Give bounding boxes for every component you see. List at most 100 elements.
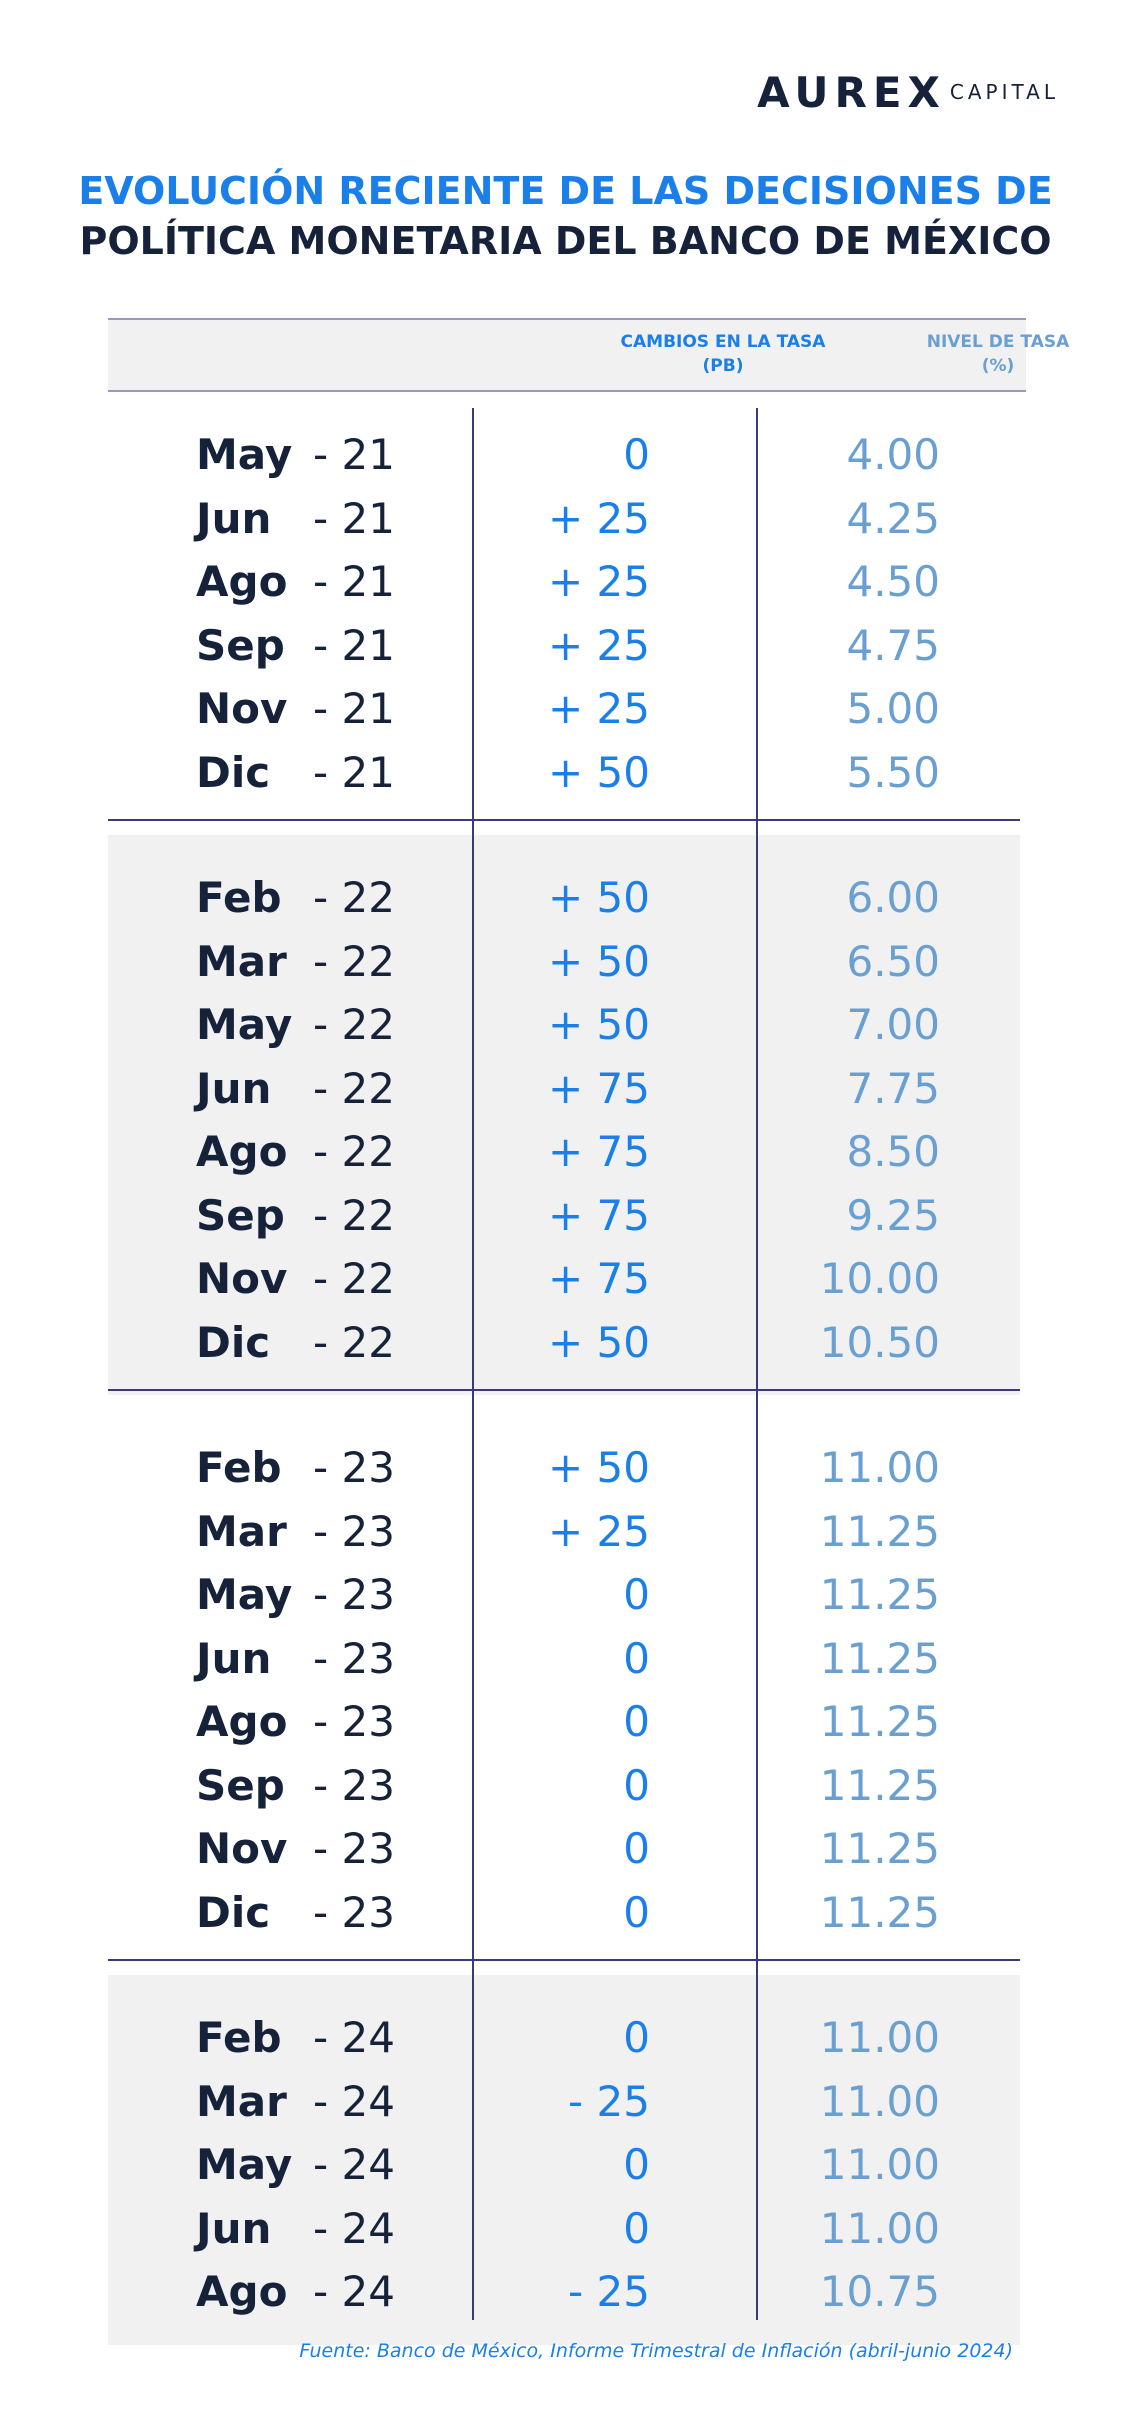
- row-month: Nov: [196, 684, 288, 733]
- row-year: - 24: [313, 2013, 395, 2062]
- row-year: - 21: [313, 493, 395, 543]
- row-rate-level: 10.50: [819, 1317, 940, 1367]
- row-rate-level: 11.25: [819, 1506, 940, 1556]
- row-year: - 23: [313, 1443, 395, 1492]
- row-rate-change: + 25: [548, 557, 650, 606]
- row-rate-level: 6.00: [846, 873, 940, 922]
- column-divider-2: [756, 408, 758, 2320]
- header-rate-change-unit: (PB): [702, 356, 744, 376]
- title-line-1: EVOLUCIÓN RECIENTE DE LAS DECISIONES DE: [78, 169, 1053, 213]
- row-rate-change: 0: [623, 1887, 650, 1937]
- row-year: - 23: [313, 1697, 395, 1746]
- row-month: Jun: [196, 493, 272, 543]
- table-row: Sep - 21 + 25 4.75: [0, 613, 1131, 677]
- row-month: Feb: [196, 2013, 282, 2062]
- row-rate-level: 4.25: [846, 493, 940, 543]
- row-month: Sep: [196, 620, 285, 670]
- row-rate-change: + 75: [548, 1190, 650, 1240]
- row-rate-level: 11.25: [819, 1697, 940, 1746]
- table-row: Mar - 24 - 25 11.00: [0, 2069, 1131, 2133]
- row-rate-change: 0: [623, 2203, 650, 2253]
- table-header: CAMBIOS EN LA TASA (PB) NIVEL DE TASA (%…: [108, 318, 1069, 392]
- row-year: - 23: [313, 1887, 395, 1937]
- group-separator: [108, 819, 1020, 821]
- row-year: - 22: [313, 1127, 395, 1176]
- row-rate-level: 10.00: [819, 1254, 940, 1303]
- table-row: May - 23 0 11.25: [0, 1562, 1131, 1626]
- row-rate-level: 11.00: [819, 2140, 940, 2189]
- row-rate-change: 0: [623, 1697, 650, 1746]
- row-month: Nov: [196, 1254, 288, 1303]
- row-year: - 24: [313, 2203, 395, 2253]
- row-year: - 21: [313, 684, 395, 733]
- title-line-2: POLÍTICA MONETARIA DEL BANCO DE MÉXICO: [79, 219, 1052, 263]
- table-row: Feb - 23 + 50 11.00: [0, 1435, 1131, 1499]
- table-row: Sep - 22 + 75 9.25: [0, 1183, 1131, 1247]
- row-year: - 22: [313, 936, 395, 986]
- row-rate-level: 11.00: [819, 2076, 940, 2126]
- row-rate-level: 4.50: [846, 557, 940, 606]
- table-row: May - 21 0 4.00: [0, 422, 1131, 486]
- row-month: Mar: [196, 936, 287, 986]
- row-year: - 22: [313, 1190, 395, 1240]
- table-row: Ago - 24 - 25 10.75: [0, 2259, 1131, 2323]
- row-rate-level: 10.75: [819, 2267, 940, 2316]
- row-month: Nov: [196, 1824, 288, 1873]
- row-month: May: [196, 1000, 293, 1049]
- row-year: - 22: [313, 873, 395, 922]
- row-rate-change: - 25: [568, 2267, 650, 2316]
- row-month: Jun: [196, 1063, 272, 1113]
- row-rate-level: 5.00: [846, 684, 940, 733]
- row-rate-change: + 75: [548, 1127, 650, 1176]
- row-month: Sep: [196, 1190, 285, 1240]
- row-month: Ago: [196, 2267, 288, 2316]
- row-rate-level: 7.75: [846, 1063, 940, 1113]
- row-month: Ago: [196, 1127, 288, 1176]
- table-row: May - 22 + 50 7.00: [0, 992, 1131, 1056]
- table-row: Sep - 23 0 11.25: [0, 1753, 1131, 1817]
- header-rate-change-label: CAMBIOS EN LA TASA: [620, 332, 826, 352]
- row-rate-level: 11.25: [819, 1887, 940, 1937]
- table-row: Dic - 23 0 11.25: [0, 1880, 1131, 1944]
- row-rate-level: 9.25: [846, 1190, 940, 1240]
- brand-logo: AUREX CAPITAL: [757, 62, 1059, 122]
- table-row: Ago - 23 0 11.25: [0, 1689, 1131, 1753]
- row-rate-change: + 50: [548, 1317, 650, 1367]
- row-rate-change: + 50: [548, 1443, 650, 1492]
- row-month: Mar: [196, 1506, 287, 1556]
- column-divider-1: [472, 408, 474, 2320]
- table-row: Ago - 21 + 25 4.50: [0, 549, 1131, 613]
- row-rate-change: + 75: [548, 1254, 650, 1303]
- row-year: - 24: [313, 2267, 395, 2316]
- row-month: May: [196, 2140, 293, 2189]
- source-note: Fuente: Banco de México, Informe Trimest…: [299, 2340, 1013, 2362]
- row-year: - 23: [313, 1633, 395, 1683]
- row-rate-level: 11.00: [819, 2203, 940, 2253]
- row-rate-level: 11.00: [819, 2013, 940, 2062]
- table-row: Mar - 23 + 25 11.25: [0, 1499, 1131, 1563]
- row-month: May: [196, 430, 293, 479]
- table-group-shading: [108, 1975, 1020, 2345]
- row-rate-change: + 25: [548, 493, 650, 543]
- row-year: - 23: [313, 1570, 395, 1619]
- row-rate-level: 7.00: [846, 1000, 940, 1049]
- table-row: Nov - 22 + 75 10.00: [0, 1246, 1131, 1310]
- row-rate-change: + 25: [548, 684, 650, 733]
- row-rate-level: 11.25: [819, 1570, 940, 1619]
- row-month: Dic: [196, 747, 271, 797]
- row-month: Dic: [196, 1317, 271, 1367]
- row-month: Jun: [196, 1633, 272, 1683]
- row-rate-change: 0: [623, 1824, 650, 1873]
- row-rate-level: 11.25: [819, 1824, 940, 1873]
- row-rate-change: 0: [623, 1570, 650, 1619]
- row-month: Mar: [196, 2076, 287, 2126]
- row-rate-level: 4.00: [846, 430, 940, 479]
- table-row: Nov - 23 0 11.25: [0, 1816, 1131, 1880]
- row-month: May: [196, 1570, 293, 1619]
- table-group-shading: [108, 835, 1020, 1395]
- group-separator: [108, 1959, 1020, 1961]
- row-rate-level: 11.25: [819, 1633, 940, 1683]
- row-year: - 22: [313, 1000, 395, 1049]
- row-rate-change: - 25: [568, 2076, 650, 2126]
- row-rate-change: 0: [623, 2140, 650, 2189]
